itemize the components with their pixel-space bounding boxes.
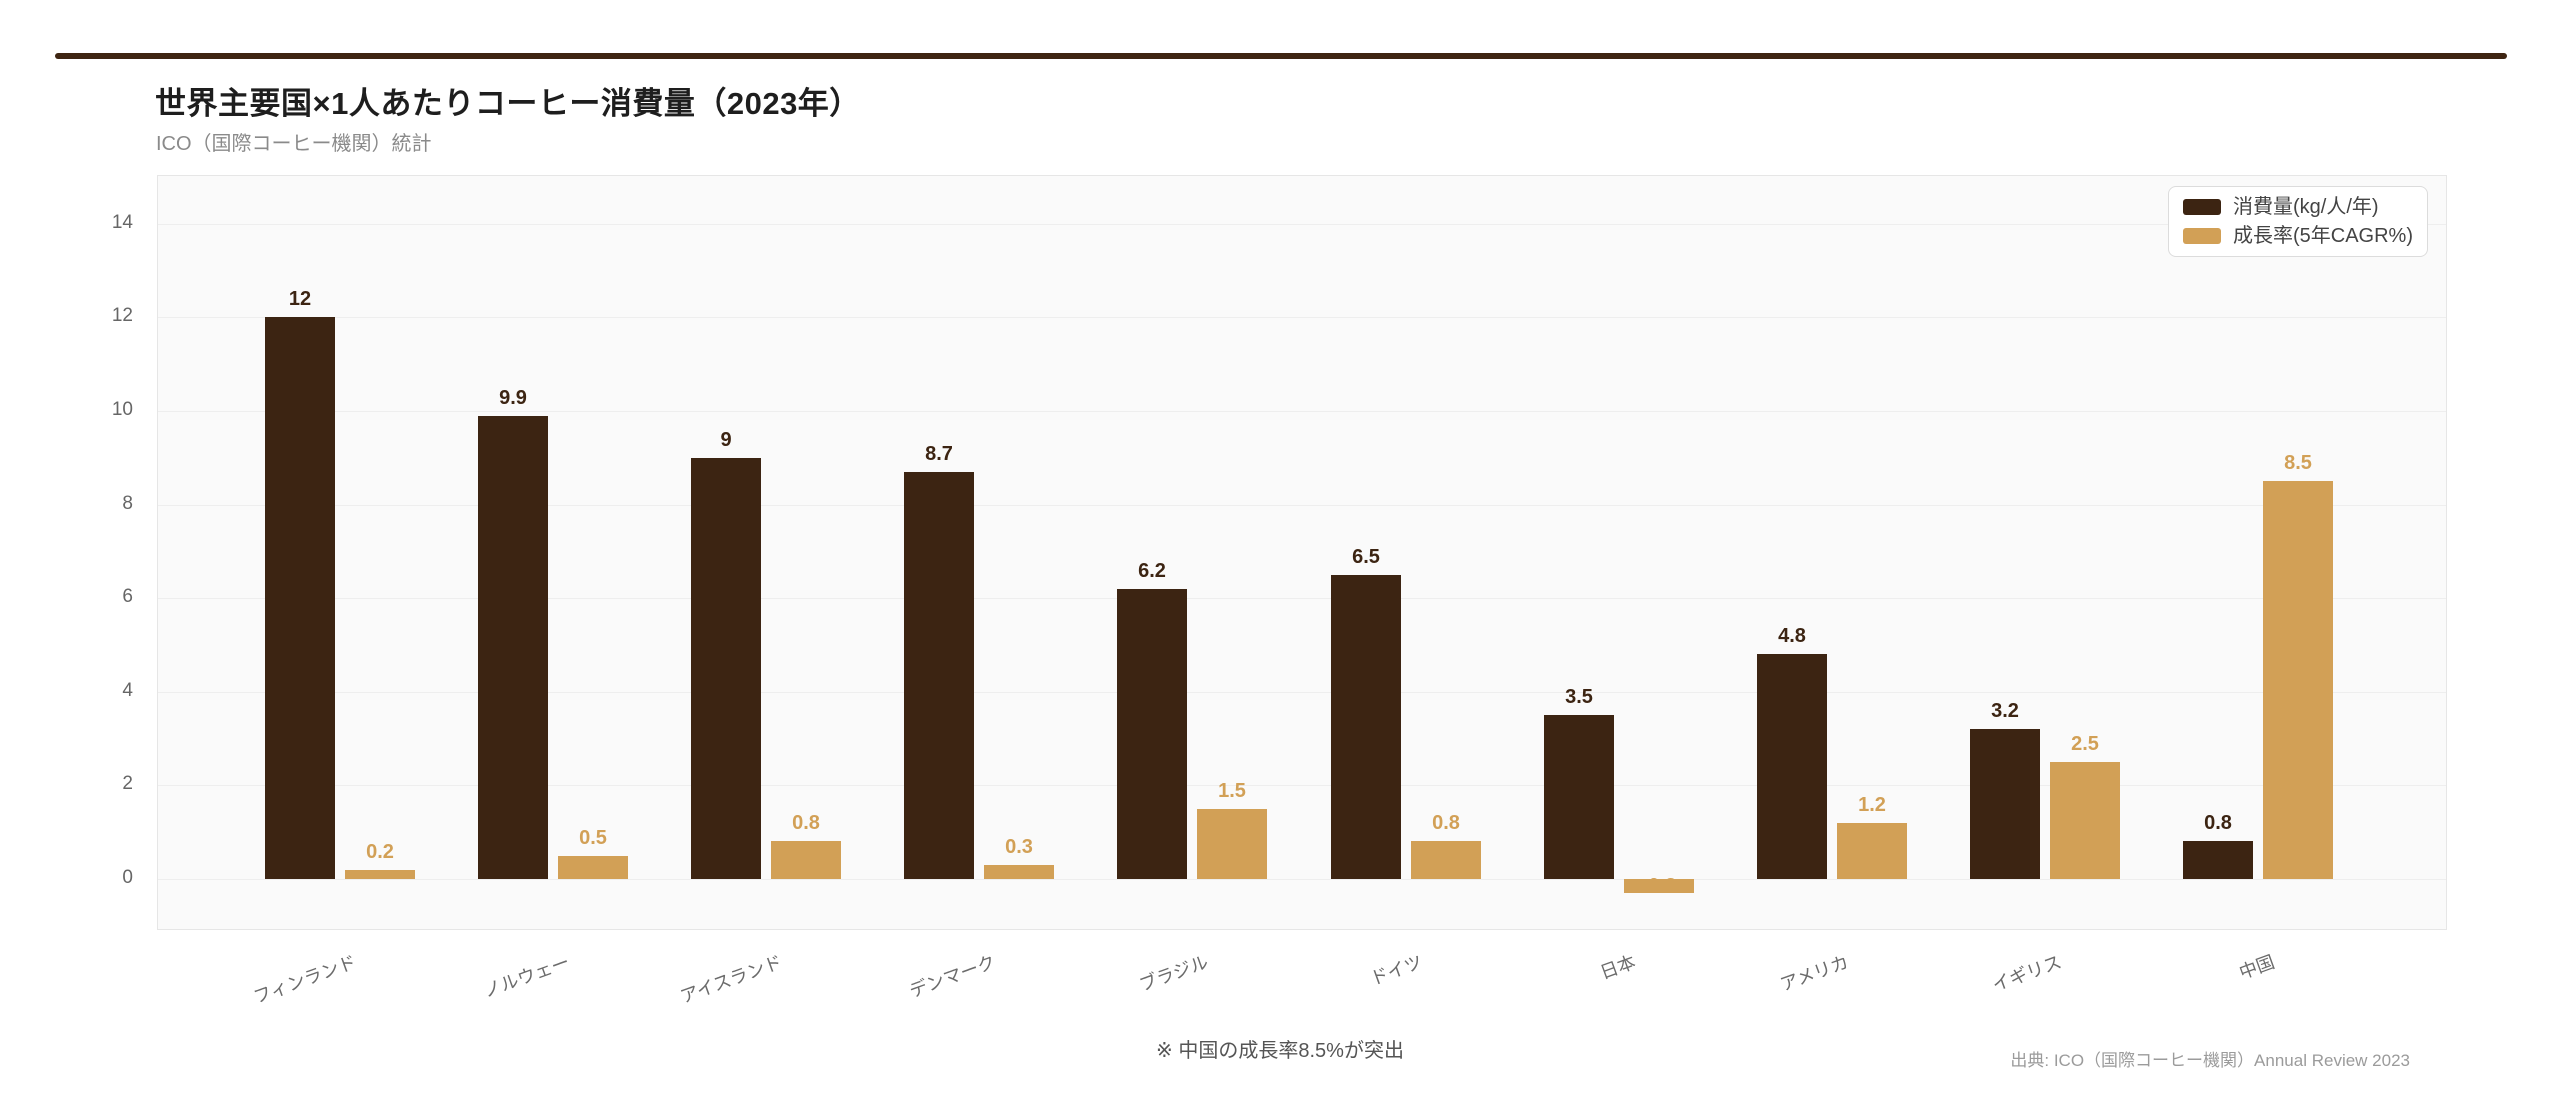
y-axis: 0 2 4 6 8 10 12 14: [0, 175, 146, 930]
legend: 消費量(kg/人/年) 成長率(5年CAGR%): [2167, 186, 2428, 257]
plot-area: 120.29.90.590.88.70.36.21.56.50.83.5-0.3…: [157, 175, 2447, 930]
x-category-label: ブラジル: [1137, 951, 1212, 996]
y-tick-label: 4: [122, 680, 133, 701]
bar-value-label: 1.5: [1218, 780, 1246, 802]
x-category-label: ノルウェー: [480, 951, 573, 1002]
bar-value-label: 0.8: [1432, 812, 1460, 834]
gridline: [158, 598, 2446, 599]
legend-item: 成長率(5年CAGR%): [2182, 225, 2413, 247]
x-category-label: デンマーク: [906, 951, 999, 1002]
bar-value-label: 6.2: [1138, 560, 1166, 582]
consumption-bar: [1757, 654, 1827, 879]
gridline: [158, 411, 2446, 412]
bar-value-label: 0.3: [1005, 836, 1033, 858]
bar-value-label: 1.2: [1858, 794, 1886, 816]
legend-label: 成長率(5年CAGR%): [2232, 225, 2413, 247]
legend-swatch: [2182, 199, 2221, 215]
legend-item: 消費量(kg/人/年): [2182, 196, 2413, 218]
consumption-bar: [1117, 589, 1187, 879]
top-accent-rule: [55, 53, 2507, 59]
growth-bar: [558, 856, 628, 879]
gridline: [158, 692, 2446, 693]
consumption-bar: [1544, 715, 1614, 879]
y-tick-label: 8: [122, 493, 133, 514]
growth-bar: [771, 841, 841, 879]
consumption-bar: [691, 458, 761, 879]
y-tick-label: 14: [111, 212, 133, 233]
consumption-bar: [1970, 729, 2040, 879]
x-category-label: ドイツ: [1367, 951, 1426, 990]
bar-value-label: 0.5: [579, 827, 607, 849]
chart-subtitle: ICO（国際コーヒー機関）統計: [156, 133, 432, 155]
gridline: [158, 879, 2446, 880]
bar-value-label: 2.5: [2071, 733, 2099, 755]
x-category-label: アメリカ: [1777, 951, 1852, 995]
growth-bar: [1411, 841, 1481, 879]
growth-bar: [2263, 481, 2333, 879]
y-tick-label: 12: [111, 305, 133, 326]
gridline: [158, 505, 2446, 506]
bar-value-label: 9: [720, 429, 732, 451]
y-tick-label: 10: [111, 399, 133, 420]
growth-bar: [984, 865, 1054, 879]
consumption-bar: [1331, 575, 1401, 879]
y-tick-label: 0: [122, 867, 133, 888]
bar-value-label: 0.2: [366, 841, 394, 863]
legend-label: 消費量(kg/人/年): [2232, 196, 2379, 218]
x-axis: フィンランド ノルウェー アイスランド デンマーク ブラジル ドイツ 日本 アメリカ イギリス 中…: [157, 930, 2447, 1050]
bar-value-label: 12: [288, 288, 312, 310]
growth-bar: [1624, 879, 1694, 893]
bar-value-label: 4.8: [1778, 625, 1806, 647]
bar-value-label: 3.5: [1565, 686, 1593, 708]
x-category-label: イギリス: [1989, 951, 2065, 996]
bar-value-label: 8.5: [2284, 452, 2312, 474]
bar-value-label: 3.2: [1991, 700, 2019, 722]
bar-value-label: 0.8: [792, 812, 820, 834]
source-attribution: 出典: ICO（国際コーヒー機関）Annual Review 2023: [2010, 1051, 2410, 1070]
growth-bar: [1837, 823, 1907, 879]
legend-swatch: [2182, 228, 2221, 244]
x-category-label: アイスランド: [678, 951, 786, 1007]
x-category-label: フィンランド: [251, 951, 360, 1008]
growth-bar: [345, 870, 415, 879]
bar-value-label: 0.8: [2204, 812, 2232, 834]
gridline: [158, 224, 2446, 225]
gridline: [158, 785, 2446, 786]
y-tick-label: 2: [122, 773, 133, 794]
x-category-label: 中国: [2236, 951, 2278, 983]
gridline: [158, 317, 2446, 318]
chart-footnote: ※ 中国の成長率8.5%が突出: [1156, 1040, 1404, 1062]
growth-bar: [1197, 809, 1267, 879]
bar-value-label: 6.5: [1352, 546, 1380, 568]
consumption-bar: [2183, 841, 2253, 879]
x-category-label: 日本: [1597, 951, 1639, 983]
y-tick-label: 6: [122, 586, 133, 607]
chart-title: 世界主要国×1人あたりコーヒー消費量（2023年）: [155, 86, 861, 121]
consumption-bar: [478, 416, 548, 879]
bar-value-label: 9.9: [499, 387, 527, 409]
growth-bar: [2050, 762, 2120, 879]
consumption-bar: [265, 317, 335, 879]
consumption-bar: [904, 472, 974, 879]
bar-value-label: 8.7: [925, 443, 953, 465]
